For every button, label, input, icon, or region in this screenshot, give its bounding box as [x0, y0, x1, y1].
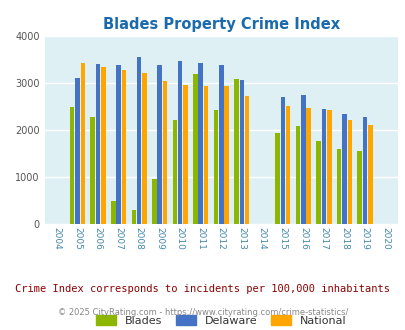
- Bar: [321, 109, 325, 224]
- Bar: [367, 125, 372, 224]
- Bar: [172, 119, 177, 224]
- Bar: [336, 149, 341, 224]
- Bar: [301, 95, 305, 224]
- Bar: [101, 67, 105, 224]
- Bar: [275, 133, 279, 224]
- Bar: [177, 61, 182, 224]
- Bar: [70, 107, 74, 224]
- Bar: [116, 65, 121, 224]
- Bar: [356, 151, 361, 224]
- Bar: [224, 86, 228, 224]
- Bar: [152, 179, 156, 224]
- Bar: [131, 210, 136, 224]
- Bar: [341, 115, 346, 224]
- Bar: [203, 86, 208, 224]
- Bar: [90, 117, 95, 224]
- Bar: [136, 56, 141, 224]
- Bar: [362, 117, 367, 224]
- Bar: [111, 201, 115, 224]
- Text: © 2025 CityRating.com - https://www.cityrating.com/crime-statistics/: © 2025 CityRating.com - https://www.city…: [58, 308, 347, 317]
- Text: Crime Index corresponds to incidents per 100,000 inhabitants: Crime Index corresponds to incidents per…: [15, 284, 390, 294]
- Bar: [213, 110, 217, 224]
- Bar: [239, 80, 243, 224]
- Bar: [162, 81, 167, 224]
- Bar: [285, 106, 290, 224]
- Bar: [347, 120, 351, 224]
- Bar: [81, 63, 85, 224]
- Bar: [315, 141, 320, 224]
- Bar: [244, 96, 249, 224]
- Bar: [96, 64, 100, 224]
- Title: Blades Property Crime Index: Blades Property Crime Index: [102, 17, 339, 32]
- Bar: [198, 63, 202, 224]
- Bar: [306, 108, 310, 224]
- Bar: [122, 70, 126, 224]
- Bar: [326, 110, 331, 224]
- Bar: [157, 65, 162, 224]
- Bar: [142, 73, 146, 224]
- Bar: [218, 65, 223, 224]
- Bar: [193, 74, 197, 224]
- Bar: [295, 126, 300, 224]
- Bar: [75, 78, 79, 224]
- Bar: [280, 97, 284, 224]
- Bar: [234, 79, 238, 224]
- Bar: [183, 85, 188, 224]
- Legend: Blades, Delaware, National: Blades, Delaware, National: [90, 310, 351, 330]
